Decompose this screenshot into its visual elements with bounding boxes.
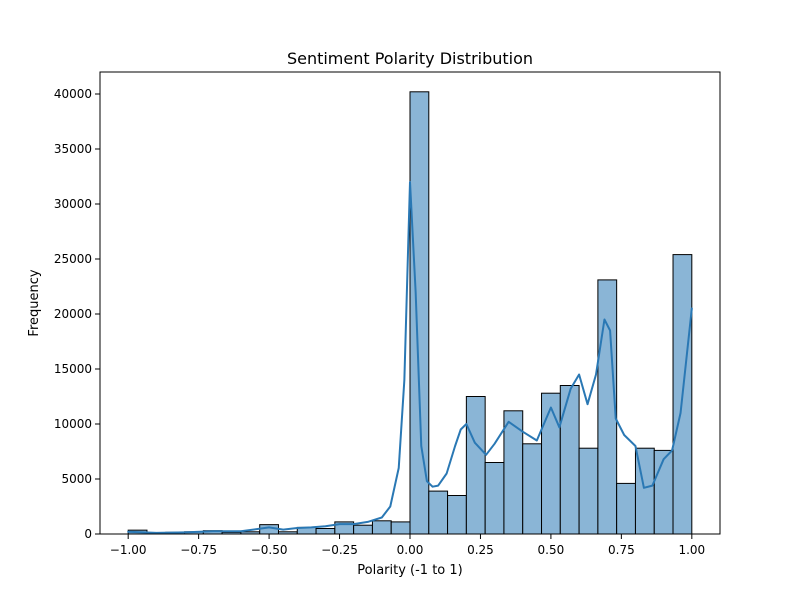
histogram-bar	[541, 392, 561, 535]
histogram-bar	[484, 462, 505, 535]
x-tick-label: 0.00	[397, 543, 424, 557]
x-tick-label: −0.50	[251, 543, 288, 557]
y-tick-label: 20000	[54, 307, 92, 321]
kde-line	[127, 181, 693, 534]
x-tick-label: 0.25	[467, 543, 494, 557]
y-axis-label: Frequency	[27, 269, 42, 336]
histogram-bar	[522, 443, 543, 535]
y-tick-label: 15000	[54, 362, 92, 376]
x-tick-label: 0.75	[608, 543, 635, 557]
histogram-bar	[597, 279, 618, 535]
histogram-bar	[315, 528, 336, 535]
y-tick-label: 0	[84, 527, 92, 541]
histogram-bar	[465, 396, 486, 535]
histogram-bar	[616, 482, 636, 535]
x-tick-label: −1.00	[110, 543, 147, 557]
y-tick-label: 10000	[54, 417, 92, 431]
x-tick-label: −0.25	[321, 543, 358, 557]
histogram-bar	[578, 447, 599, 535]
histogram-bar	[428, 490, 449, 535]
histogram-bar	[559, 385, 580, 535]
x-axis: −1.00 −0.75 −0.50 −0.25 0.00 0.25 0.50 0.75 1.00	[110, 534, 705, 557]
histogram-bar	[447, 495, 467, 535]
y-tick-label: 25000	[54, 252, 92, 266]
histogram-bar	[371, 520, 392, 535]
y-tick-label: 5000	[61, 472, 92, 486]
x-axis-label: Polarity (-1 to 1)	[357, 563, 462, 578]
y-tick-label: 30000	[54, 197, 92, 211]
y-tick-label: 35000	[54, 142, 92, 156]
x-tick-label: 0.50	[538, 543, 565, 557]
chart-title: Sentiment Polarity Distribution	[287, 49, 533, 68]
histogram-bar	[390, 521, 411, 535]
x-tick-label: −0.75	[180, 543, 217, 557]
histogram-bar	[409, 91, 430, 535]
y-axis: 0 5000 10000 15000 20000 25000 30000 35000 40000	[54, 87, 100, 541]
kde-layer	[127, 181, 693, 534]
y-tick-label: 40000	[54, 87, 92, 101]
x-tick-label: 1.00	[678, 543, 705, 557]
bars-layer	[127, 91, 693, 535]
histogram-bar	[653, 449, 674, 535]
histogram-bar	[353, 524, 373, 535]
